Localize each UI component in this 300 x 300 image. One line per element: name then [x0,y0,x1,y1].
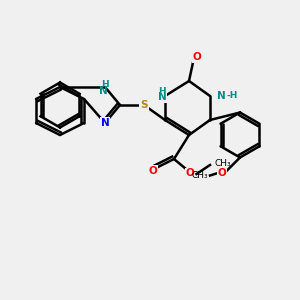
Text: N: N [100,118,109,128]
Text: CH₃: CH₃ [192,171,208,180]
Text: -H: -H [226,92,238,100]
Text: methoxy: methoxy [201,164,232,169]
Text: N: N [99,85,108,96]
Text: O: O [192,52,201,62]
Text: H: H [101,80,109,88]
Text: O: O [148,166,158,176]
Text: O: O [185,168,194,178]
Text: N: N [158,92,166,103]
Text: H: H [158,87,166,96]
Text: O: O [218,167,226,178]
Text: S: S [140,100,148,110]
Text: N: N [218,91,226,101]
Text: CH₃: CH₃ [214,159,231,168]
